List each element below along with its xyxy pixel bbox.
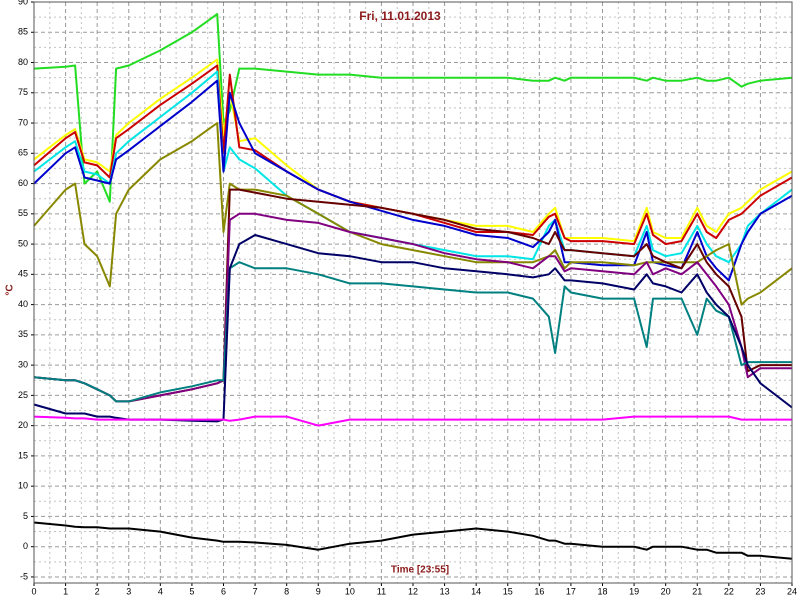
- x-tick-label: 14: [471, 586, 481, 596]
- y-tick-label: 15: [18, 450, 28, 460]
- y-tick-label: 65: [18, 148, 28, 158]
- x-axis-label: Time [23:55]: [391, 565, 449, 576]
- grid: [31, 1, 793, 586]
- x-tick-label: 22: [724, 586, 734, 596]
- y-tick-label: 30: [18, 360, 28, 370]
- y-tick-label: 20: [18, 420, 28, 430]
- x-tick-label: 19: [629, 586, 639, 596]
- y-tick-label: 5: [23, 511, 28, 521]
- x-tick-label: 4: [158, 586, 163, 596]
- x-tick-label: 23: [755, 586, 765, 596]
- y-axis-label: °C: [5, 284, 16, 295]
- series-line: [33, 79, 793, 282]
- x-tick-label: 0: [31, 586, 36, 596]
- y-tick-label: 70: [18, 117, 28, 127]
- x-tick-label: 9: [316, 586, 321, 596]
- series-line: [33, 415, 792, 427]
- y-tick-label: 55: [18, 208, 28, 218]
- y-tick-label: 10: [18, 481, 28, 491]
- y-tick-label: -5: [20, 571, 28, 581]
- series-line: [33, 122, 793, 306]
- y-tick-label: 40: [18, 299, 28, 309]
- y-tick-label: 60: [18, 178, 28, 188]
- series-line: [33, 521, 793, 560]
- x-tick-label: 15: [503, 586, 513, 596]
- y-tick-label: 45: [18, 269, 28, 279]
- x-tick-label: 8: [284, 586, 289, 596]
- y-tick-label: 0: [23, 541, 28, 551]
- x-tick-label: 21: [692, 586, 702, 596]
- series-line: [33, 64, 793, 246]
- y-tick-label: 50: [18, 238, 28, 248]
- series-lines: [33, 13, 793, 560]
- y-tick-label: 75: [18, 87, 28, 97]
- series-line: [33, 261, 792, 403]
- x-tick-label: 20: [661, 586, 671, 596]
- series-line: [33, 58, 793, 243]
- y-tick-label: 80: [18, 57, 28, 67]
- y-tick-label: 35: [18, 329, 28, 339]
- series-line: [33, 13, 793, 203]
- y-tick-label: 85: [18, 27, 28, 37]
- x-tick-label: 6: [221, 586, 226, 596]
- x-tick-label: 24: [787, 586, 797, 596]
- x-tick-label: 2: [95, 586, 100, 596]
- plot-frame: [33, 1, 793, 584]
- x-tick-label: 17: [566, 586, 576, 596]
- x-tick-label: 1: [63, 586, 68, 596]
- x-tick-label: 13: [440, 586, 450, 596]
- series-line: [33, 70, 793, 264]
- x-tick-label: 11: [377, 586, 386, 596]
- x-tick-label: 7: [253, 586, 258, 596]
- y-tick-label: 25: [18, 390, 28, 400]
- y-tick-label: 90: [18, 0, 28, 6]
- x-tick-label: 12: [408, 586, 418, 596]
- x-tick-label: 18: [597, 586, 607, 596]
- x-tick-label: 3: [126, 586, 131, 596]
- x-tick-label: 10: [345, 586, 355, 596]
- x-tick-label: 5: [189, 586, 194, 596]
- chart-title: Fri, 11.01.2013: [359, 9, 441, 23]
- x-tick-label: 16: [534, 586, 544, 596]
